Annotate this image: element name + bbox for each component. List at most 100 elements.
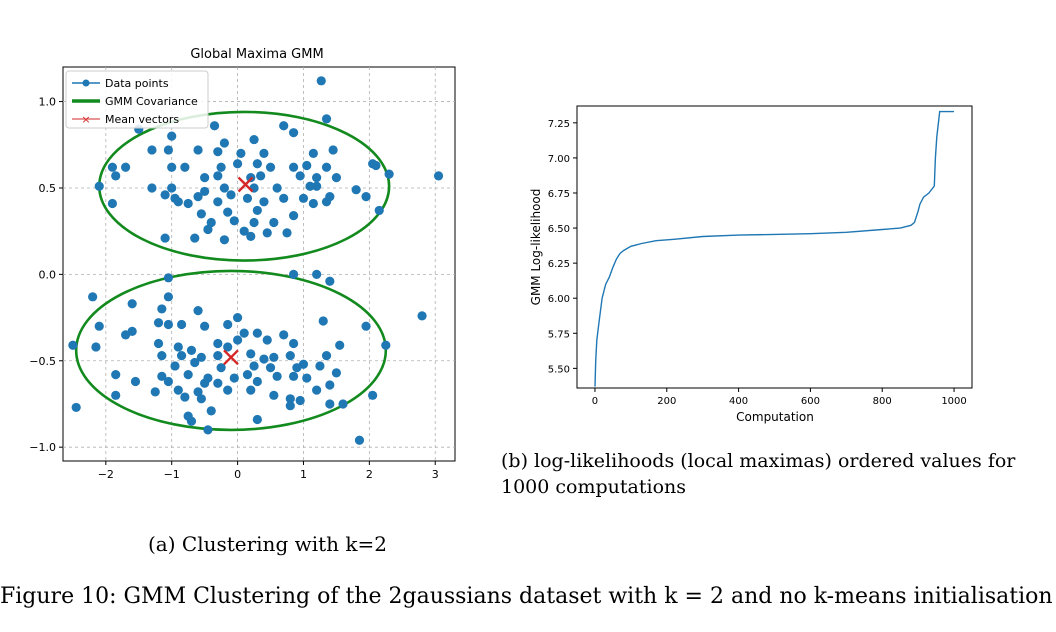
data-point: [374, 205, 384, 216]
data-point: [282, 228, 292, 238]
data-point: [203, 425, 213, 435]
data-point: [269, 352, 279, 362]
data-point: [219, 235, 230, 245]
data-point: [417, 311, 427, 321]
data-point: [325, 399, 335, 409]
gmm-covariance-ellipse: [74, 269, 388, 432]
data-point: [252, 376, 262, 387]
data-point: [312, 269, 322, 279]
data-point: [371, 160, 381, 171]
data-point: [249, 361, 259, 371]
data-point: [111, 369, 121, 380]
data-point: [305, 181, 315, 191]
caption-a: (a) Clustering with k=2: [148, 532, 387, 556]
data-point: [226, 190, 236, 200]
data-point: [315, 361, 325, 371]
data-point: [176, 350, 187, 361]
data-point: [351, 185, 361, 195]
data-point: [325, 380, 335, 390]
data-point: [111, 390, 121, 400]
data-point: [183, 198, 193, 209]
data-point: [384, 169, 394, 179]
data-point: [318, 316, 328, 326]
data-point: [338, 399, 348, 409]
data-point: [167, 183, 177, 193]
legend-label-gmm-covariance: GMM Covariance: [105, 95, 198, 108]
x-tick-label: 400: [729, 396, 748, 407]
data-point: [186, 345, 197, 356]
data-point: [321, 197, 332, 207]
data-point: [328, 145, 338, 155]
y-tick-label: 7.00: [548, 154, 570, 165]
data-point: [190, 233, 200, 243]
data-point: [312, 385, 322, 395]
data-point: [262, 228, 272, 238]
data-point: [239, 226, 249, 236]
y-tick-label: 7.25: [548, 119, 570, 130]
data-point: [200, 172, 210, 183]
x-tick-label: −1: [164, 468, 180, 481]
chart-a-title: Global Maxima GMM: [190, 47, 323, 62]
data-point: [127, 299, 137, 309]
data-point: [272, 371, 282, 381]
data-point: [213, 338, 223, 349]
data-point: [246, 385, 256, 395]
data-point: [288, 128, 299, 138]
data-point: [196, 209, 206, 219]
data-point: [170, 361, 180, 371]
data-point: [259, 148, 269, 159]
data-point: [302, 160, 312, 171]
data-point: [193, 306, 203, 316]
data-point: [219, 183, 230, 193]
data-point: [173, 197, 183, 207]
data-point: [249, 217, 259, 228]
data-point: [193, 192, 203, 202]
data-point: [312, 172, 322, 183]
caption-b: (b) log-likelihoods (local maximas) orde…: [501, 450, 1016, 498]
data-point: [88, 292, 98, 302]
data-point: [223, 385, 233, 395]
data-point: [153, 318, 164, 328]
data-point: [200, 186, 210, 197]
y-tick-label: 0.0: [39, 268, 57, 281]
data-point: [288, 338, 299, 349]
data-point: [157, 371, 167, 381]
y-tick-label: 6.25: [548, 259, 570, 270]
data-point: [368, 390, 378, 400]
data-point: [265, 363, 276, 373]
data-point: [232, 335, 243, 345]
data-point: [193, 145, 203, 155]
x-tick-label: 0: [234, 468, 241, 481]
y-tick-label: 1.0: [39, 96, 57, 109]
data-point: [295, 171, 305, 181]
chart-a-legend: Data points GMM Covariance × Mean vector…: [65, 70, 209, 129]
data-point: [196, 394, 206, 404]
data-point: [279, 121, 289, 131]
data-point: [433, 171, 444, 181]
data-point: [312, 181, 322, 191]
x-tick-label: 3: [432, 468, 439, 481]
data-point: [186, 416, 197, 426]
y-tick-label: 6.75: [548, 189, 570, 200]
data-point: [279, 330, 289, 340]
data-point: [361, 321, 371, 331]
legend-marker-mean-vectors: ×: [81, 113, 90, 126]
data-point: [91, 342, 101, 352]
x-tick-label: 1000: [941, 396, 966, 407]
data-point: [213, 350, 223, 361]
data-point: [335, 340, 345, 350]
data-point: [321, 350, 332, 361]
data-point: [147, 183, 157, 193]
legend-label-data-points: Data points: [105, 77, 169, 90]
data-point: [163, 376, 174, 387]
data-point: [252, 414, 262, 425]
x-tick-label: −2: [98, 468, 114, 481]
x-tick-label: 2: [366, 468, 373, 481]
data-point: [213, 197, 223, 207]
data-point: [223, 207, 233, 217]
data-point: [167, 162, 177, 172]
data-point: [173, 342, 183, 352]
y-tick-label: 5.50: [548, 364, 570, 375]
data-point: [94, 181, 104, 191]
data-point: [190, 357, 200, 368]
